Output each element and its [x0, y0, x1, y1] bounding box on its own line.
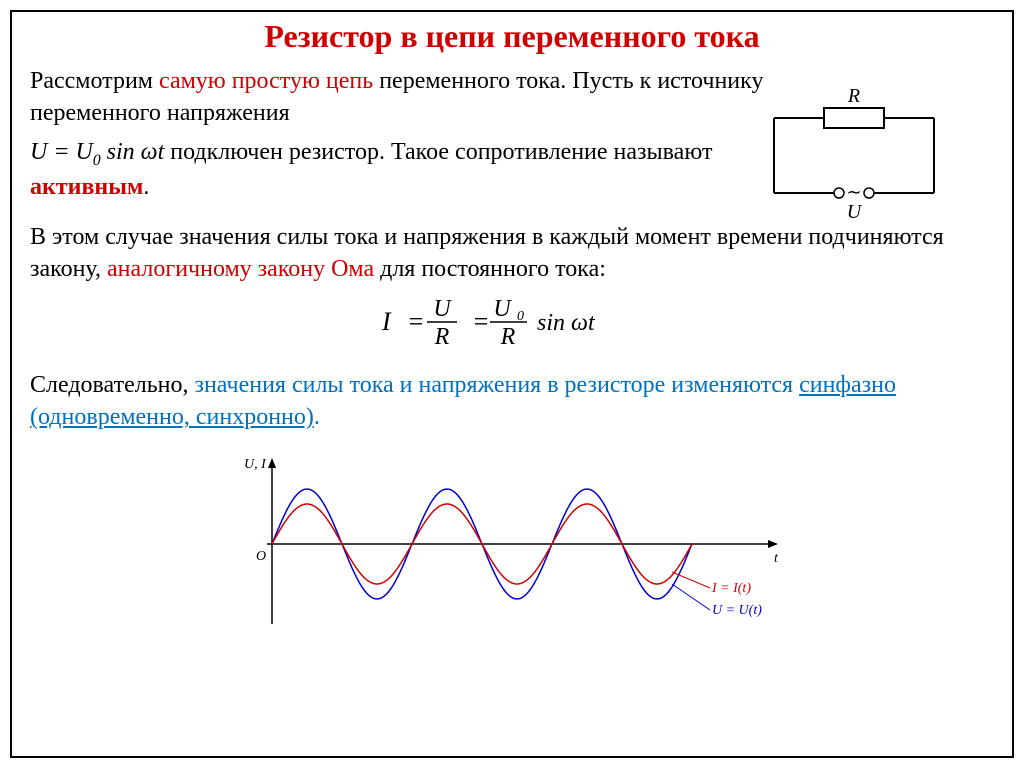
svg-text:O: O	[256, 549, 266, 564]
source-tilde: ∼	[846, 182, 861, 202]
p2-text2: для постоянного тока:	[374, 256, 606, 282]
formula-R1: R	[434, 324, 450, 350]
p1-sub0: 0	[93, 152, 101, 169]
p1-text4: подключен резистор. Такое сопротивление …	[164, 139, 712, 165]
page-title: Резистор в цепи переменного тока	[30, 18, 994, 55]
formula-R2: R	[500, 324, 516, 350]
p1-formula-sin: sin ωt	[101, 139, 165, 165]
formula-eq2: =	[472, 307, 490, 336]
p3-blue1: значения силы тока и напряжения в резист…	[194, 372, 799, 398]
formula-U0: U	[493, 296, 512, 322]
svg-text:t: t	[774, 551, 779, 566]
p1-formula-U: U = U	[30, 139, 93, 165]
p1-red: самую простую цепь	[159, 68, 373, 94]
svg-text:I = I(t): I = I(t)	[711, 581, 751, 596]
formula-U1: U	[433, 296, 452, 322]
circuit-diagram: R ∼ U	[754, 88, 954, 228]
content-area: Резистор в цепи переменного тока R ∼ U Р…	[30, 18, 994, 659]
p2-red: аналогичному закону Ома	[107, 256, 374, 282]
p1-text1: Рассмотрим	[30, 68, 159, 94]
formula-I: I	[381, 307, 392, 336]
formula-sin: sin ωt	[537, 310, 596, 336]
svg-text:U = U(t): U = U(t)	[712, 603, 762, 618]
waveform-graph: U, I Ot I = I(t) U = U(t)	[30, 444, 994, 659]
paragraph-1: Рассмотрим самую простую цепь переменног…	[30, 65, 770, 130]
paragraph-3: Следовательно, значения силы тока и напр…	[30, 369, 994, 434]
svg-text:U, I: U, I	[244, 457, 267, 472]
formula-eq1: =	[407, 307, 425, 336]
resistor-label: R	[847, 88, 860, 107]
p3-period: .	[314, 404, 320, 430]
paragraph-1b: U = U0 sin ωt подключен резистор. Такое …	[30, 136, 770, 203]
p1-period: .	[143, 174, 149, 200]
paragraph-2: В этом случае значения силы тока и напря…	[30, 221, 994, 286]
p3-text1: Следовательно,	[30, 372, 194, 398]
ohm-formula: I = U R = U 0 R sin ωt	[30, 292, 994, 359]
voltage-label: U	[847, 201, 863, 223]
p1-active: активным	[30, 174, 143, 200]
